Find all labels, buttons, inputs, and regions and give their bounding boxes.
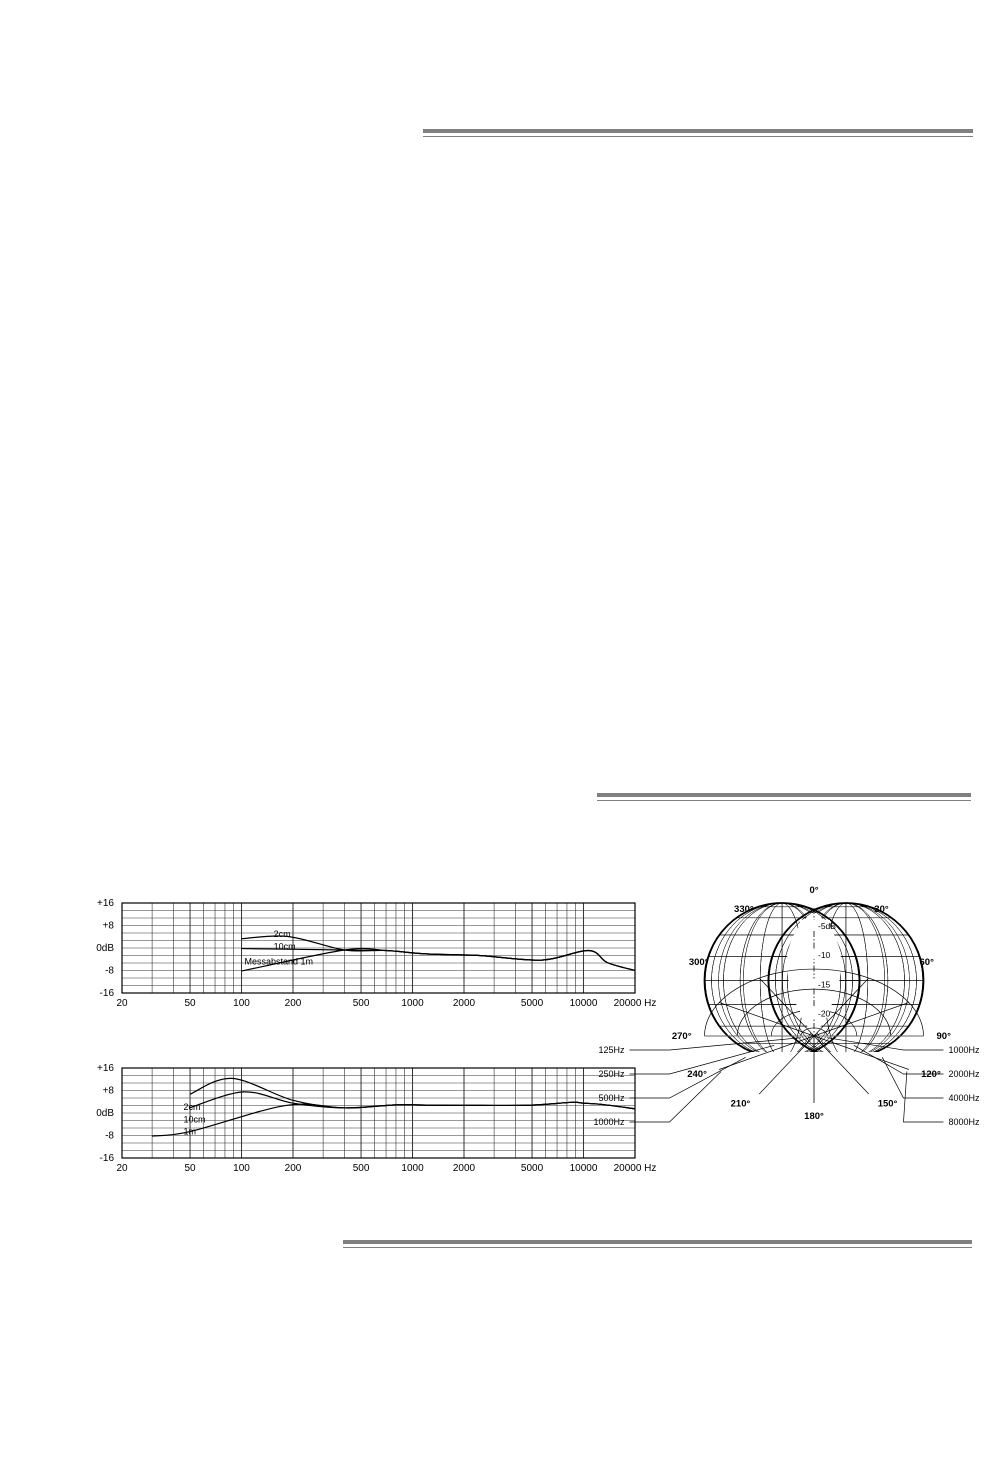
svg-text:-5dB: -5dB [818,921,836,931]
svg-text:0°: 0° [809,885,818,896]
svg-text:2000: 2000 [453,1163,476,1174]
svg-text:180°: 180° [804,1111,824,1122]
svg-text:10000: 10000 [570,1163,598,1174]
svg-text:270°: 270° [672,1031,692,1042]
svg-text:30°: 30° [874,904,889,915]
svg-text:330°: 330° [734,904,754,915]
svg-text:250Hz: 250Hz [598,1069,625,1079]
svg-text:5000: 5000 [521,1163,544,1174]
svg-text:-10: -10 [818,950,831,960]
svg-text:240°: 240° [687,1069,707,1080]
svg-text:60°: 60° [920,957,935,968]
svg-text:1000Hz: 1000Hz [593,1117,625,1127]
svg-text:500Hz: 500Hz [598,1093,625,1103]
svg-text:500: 500 [353,1163,370,1174]
svg-text:-15: -15 [818,980,831,990]
svg-text:125Hz: 125Hz [598,1045,625,1055]
svg-text:150°: 150° [878,1099,898,1110]
svg-text:300°: 300° [689,957,709,968]
svg-text:1000: 1000 [401,1163,424,1174]
svg-text:20000 Hz: 20000 Hz [614,1163,657,1174]
svg-text:8000Hz: 8000Hz [949,1117,981,1127]
svg-text:200: 200 [285,1163,302,1174]
svg-text:100: 100 [233,1163,250,1174]
svg-text:90°: 90° [937,1031,952,1042]
svg-text:4000Hz: 4000Hz [949,1093,981,1103]
svg-text:1000Hz: 1000Hz [949,1045,981,1055]
svg-text:-20: -20 [818,1009,831,1019]
svg-text:210°: 210° [731,1099,751,1110]
svg-text:20: 20 [116,1163,128,1174]
svg-text:2000Hz: 2000Hz [949,1069,981,1079]
svg-text:50: 50 [184,1163,196,1174]
